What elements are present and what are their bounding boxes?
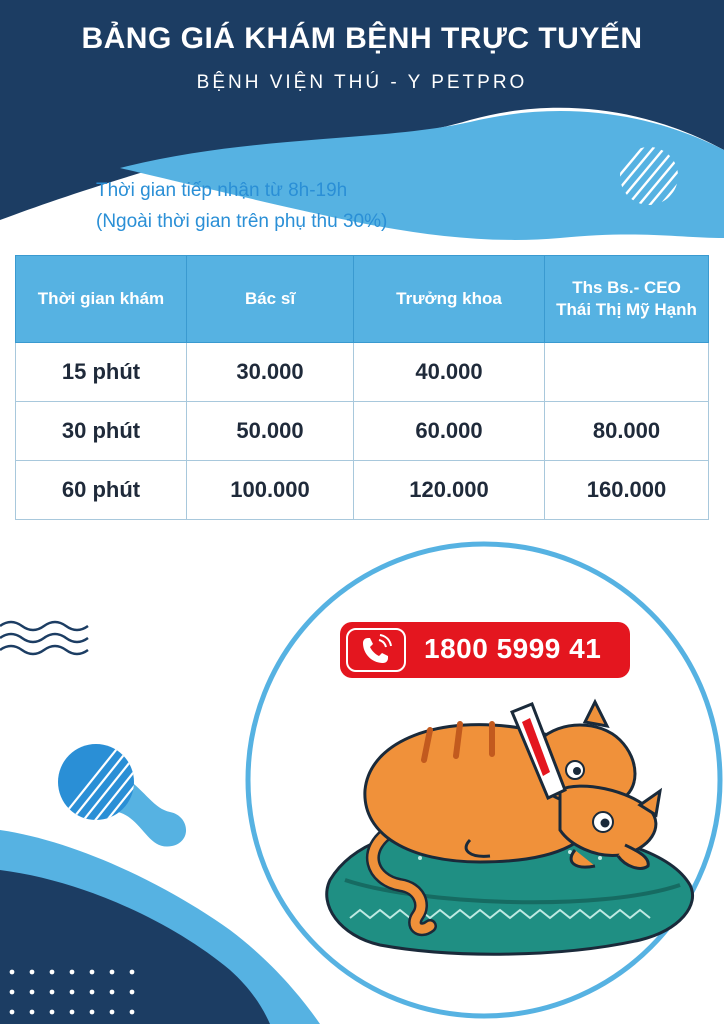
column-header-doctor: Bác sĩ xyxy=(186,255,354,343)
opening-hours-note: Thời gian tiếp nhận từ 8h-19h xyxy=(96,180,348,201)
doctor-price-cell: 50.000 xyxy=(186,401,354,461)
ceo-title: Ths Bs.- CEO xyxy=(572,278,681,297)
ceo-price-cell: 160.000 xyxy=(544,460,709,520)
page-subtitle: BỆNH VIỆN THÚ - Y PETPRO xyxy=(196,72,528,93)
ceo-price-cell: 80.000 xyxy=(544,401,709,461)
column-header-head: Trưởng khoa xyxy=(353,255,545,343)
dot-grid-decoration xyxy=(9,969,135,1015)
phone-icon xyxy=(346,628,406,672)
head-price-cell: 120.000 xyxy=(353,460,545,520)
table-row: 30 phút 50.000 60.000 80.000 xyxy=(15,401,709,461)
surcharge-note: (Ngoài thời gian trên phụ thu 30%) xyxy=(96,211,388,232)
column-header-duration: Thời gian khám xyxy=(15,255,187,343)
head-price-cell: 60.000 xyxy=(353,401,545,461)
price-table: Thời gian khám Bác sĩ Trưởng khoa Ths Bs… xyxy=(15,255,709,520)
ceo-price-cell xyxy=(544,342,709,402)
doctor-price-cell: 30.000 xyxy=(186,342,354,402)
table-row: 15 phút 30.000 40.000 xyxy=(15,342,709,402)
duration-cell: 15 phút xyxy=(15,342,187,402)
table-row: 60 phút 100.000 120.000 160.000 xyxy=(15,460,709,520)
duration-cell: 30 phút xyxy=(15,401,187,461)
thermometer-icon xyxy=(510,702,567,801)
illustration-circle xyxy=(245,541,723,1019)
phone-number[interactable]: 1800 5999 41 xyxy=(424,633,602,664)
table-header-row: Thời gian khám Bác sĩ Trưởng khoa Ths Bs… xyxy=(15,255,709,343)
ceo-name: Thái Thị Mỹ Hạnh xyxy=(556,300,697,319)
column-header-ceo: Ths Bs.- CEO Thái Thị Mỹ Hạnh xyxy=(544,255,709,343)
head-price-cell: 40.000 xyxy=(353,342,545,402)
doctor-price-cell: 100.000 xyxy=(186,460,354,520)
page-title: BẢNG GIÁ KHÁM BỆNH TRỰC TUYẾN xyxy=(81,22,643,55)
cat-illustration xyxy=(363,698,663,937)
duration-cell: 60 phút xyxy=(15,460,187,520)
wavy-lines-decoration xyxy=(0,620,89,656)
blob-decoration xyxy=(58,744,187,847)
hotline-badge[interactable]: 1800 5999 41 xyxy=(340,622,630,678)
